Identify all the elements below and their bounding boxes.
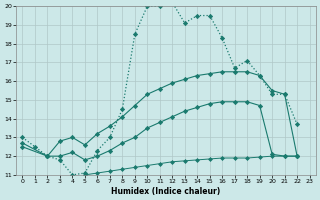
X-axis label: Humidex (Indice chaleur): Humidex (Indice chaleur) — [111, 187, 221, 196]
